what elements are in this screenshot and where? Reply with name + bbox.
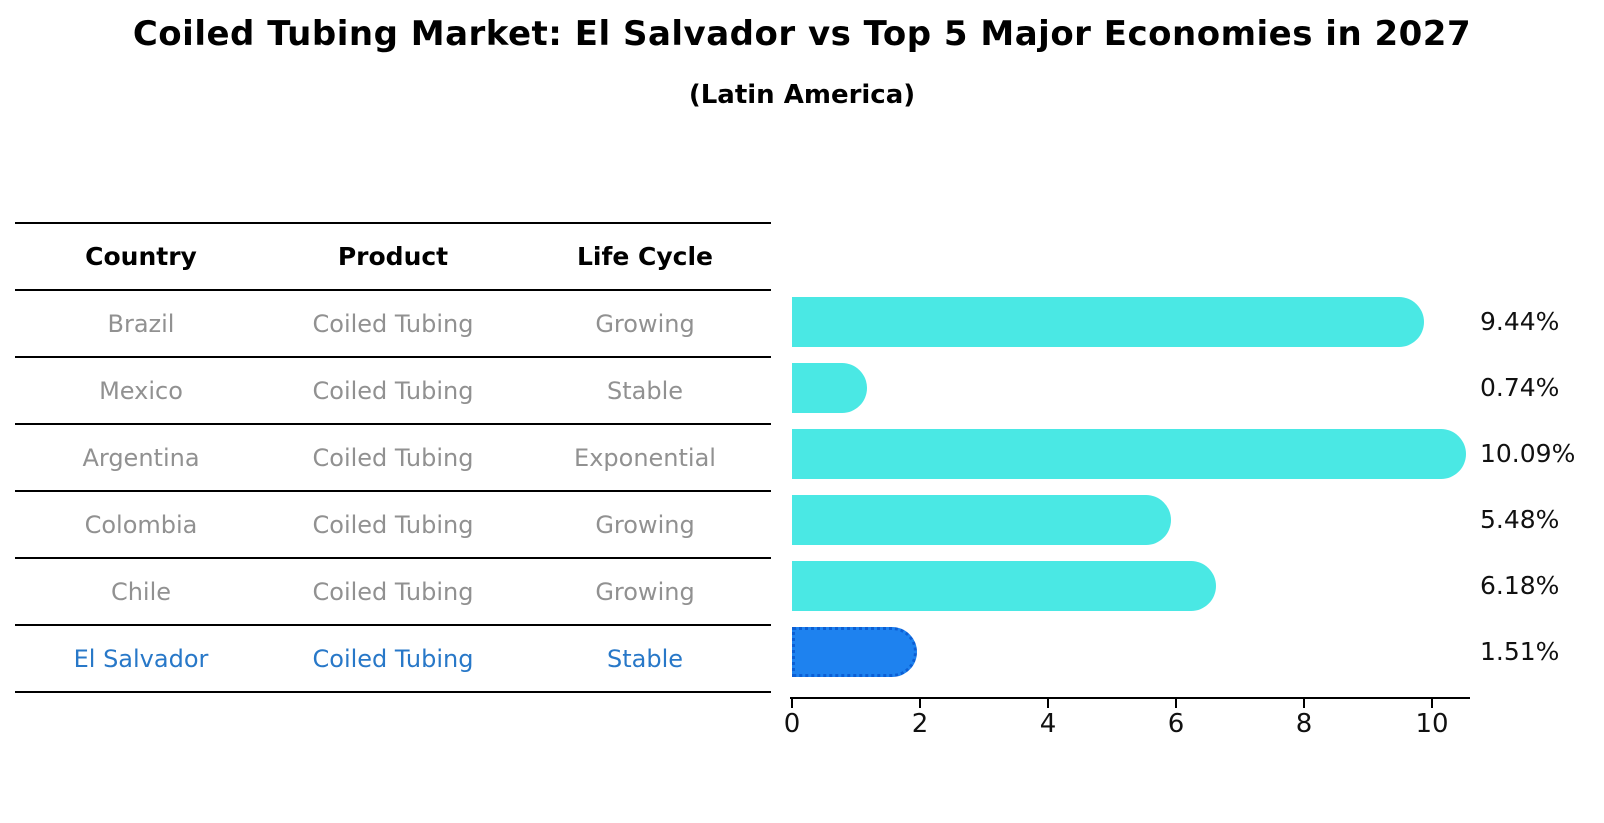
bar-mexico	[792, 363, 868, 413]
cell-country: Mexico	[99, 376, 183, 405]
bar-colombia	[792, 495, 1171, 545]
bar-el-salvador	[792, 627, 917, 677]
cell-life-cycle: Growing	[595, 309, 695, 338]
cell-product: Coiled Tubing	[312, 577, 474, 606]
bar-argentina	[792, 429, 1466, 479]
cell-product: Coiled Tubing	[312, 376, 474, 405]
cell-product: Coiled Tubing	[312, 644, 474, 673]
cell-life-cycle: Exponential	[574, 443, 716, 472]
table-header-row: Country Product Life Cycle	[15, 224, 771, 291]
cell-country: El Salvador	[73, 644, 209, 673]
table-body: Brazil Coiled Tubing Growing Mexico Coiled T…	[15, 291, 771, 693]
cell-life-cycle: Growing	[595, 577, 695, 606]
x-axis-tick	[1047, 699, 1049, 708]
x-axis-tick-label: 8	[1295, 709, 1313, 739]
cell-country: Chile	[110, 577, 172, 606]
header-cell-life-cycle: Life Cycle	[576, 242, 714, 271]
bar-chile	[792, 561, 1216, 611]
value-label: 9.44%	[1480, 307, 1560, 336]
chart-title: Coiled Tubing Market: El Salvador vs Top…	[132, 14, 1472, 54]
cell-life-cycle: Stable	[606, 376, 684, 405]
cell-product: Coiled Tubing	[312, 443, 474, 472]
table-row: Argentina Coiled Tubing Exponential	[15, 425, 771, 492]
x-axis-tick	[1303, 699, 1305, 708]
x-axis-tick	[919, 699, 921, 708]
data-table: Country Product Life Cycle Brazil Coiled …	[15, 222, 771, 693]
value-label: 6.18%	[1480, 571, 1560, 600]
table-row: El Salvador Coiled Tubing Stable	[15, 626, 771, 693]
table-row: Brazil Coiled Tubing Growing	[15, 291, 771, 358]
x-axis-tick-label: 6	[1167, 709, 1185, 739]
x-axis-tick	[1175, 699, 1177, 708]
value-label: 1.51%	[1480, 637, 1560, 666]
cell-country: Brazil	[107, 309, 175, 338]
table-row: Chile Coiled Tubing Growing	[15, 559, 771, 626]
value-label: 0.74%	[1480, 373, 1560, 402]
x-axis-tick	[1431, 699, 1433, 708]
table-row: Mexico Coiled Tubing Stable	[15, 358, 771, 425]
cell-product: Coiled Tubing	[312, 309, 474, 338]
chart-subtitle: (Latin America)	[688, 80, 916, 110]
value-label: 10.09%	[1480, 439, 1576, 468]
x-axis-line	[790, 697, 1470, 699]
x-axis-tick-label: 4	[1039, 709, 1057, 739]
table-row: Colombia Coiled Tubing Growing	[15, 492, 771, 559]
bar-brazil	[792, 297, 1425, 347]
x-axis-tick-label: 0	[783, 709, 801, 739]
cell-life-cycle: Stable	[606, 644, 684, 673]
cell-life-cycle: Growing	[595, 510, 695, 539]
x-axis-tick	[791, 699, 793, 708]
x-axis-tick-label: 10	[1415, 709, 1449, 739]
value-label: 5.48%	[1480, 505, 1560, 534]
cell-country: Colombia	[84, 510, 198, 539]
header-cell-country: Country	[85, 242, 197, 271]
header-cell-product: Product	[337, 242, 449, 271]
x-axis-tick-label: 2	[911, 709, 929, 739]
cell-country: Argentina	[82, 443, 200, 472]
cell-product: Coiled Tubing	[312, 510, 474, 539]
